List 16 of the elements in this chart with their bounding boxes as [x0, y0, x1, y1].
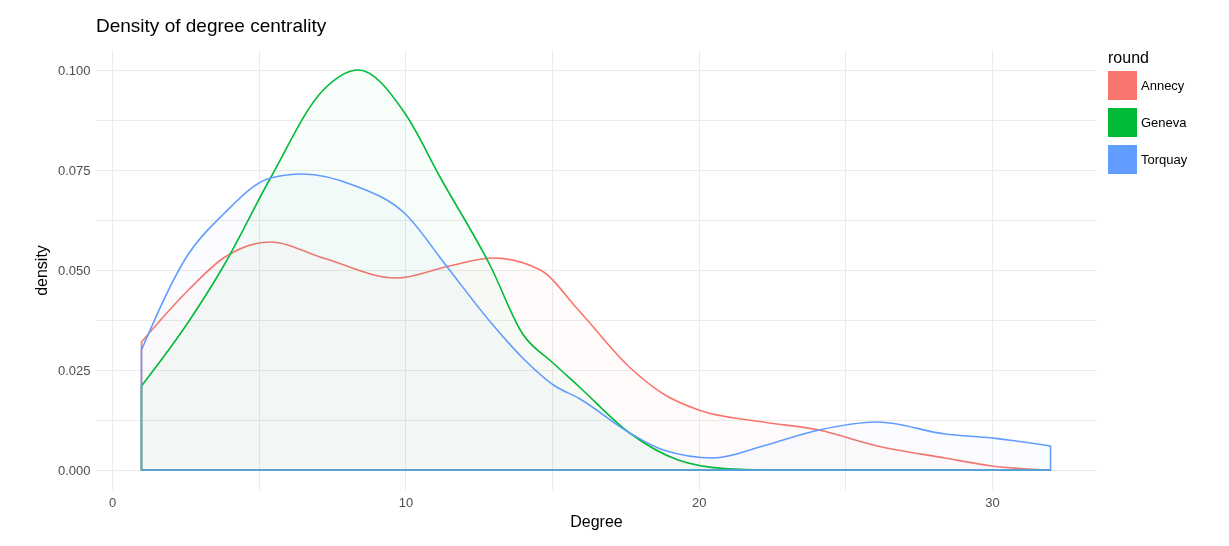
legend-label: Torquay [1141, 151, 1188, 167]
x-tick-label: 20 [691, 494, 707, 510]
y-tick-label: 0.075 [57, 162, 91, 178]
legend-label: Geneva [1141, 114, 1188, 130]
y-tick-label: 0.025 [57, 362, 91, 378]
x-tick-label: 0 [109, 494, 117, 510]
x-tick-label: 30 [985, 494, 1000, 510]
legend-label: Annecy [1141, 77, 1185, 93]
x-tick-label: 10 [398, 494, 414, 510]
legend-title: round [1108, 49, 1149, 66]
chart-title: Density of degree centrality [96, 15, 327, 36]
y-tick-label: 0.100 [57, 62, 91, 78]
y-tick-label: 0.000 [57, 462, 91, 478]
x-axis-title: Degree [570, 512, 623, 530]
y-axis-title: density [32, 245, 50, 296]
y-tick-label: 0.050 [57, 262, 91, 278]
